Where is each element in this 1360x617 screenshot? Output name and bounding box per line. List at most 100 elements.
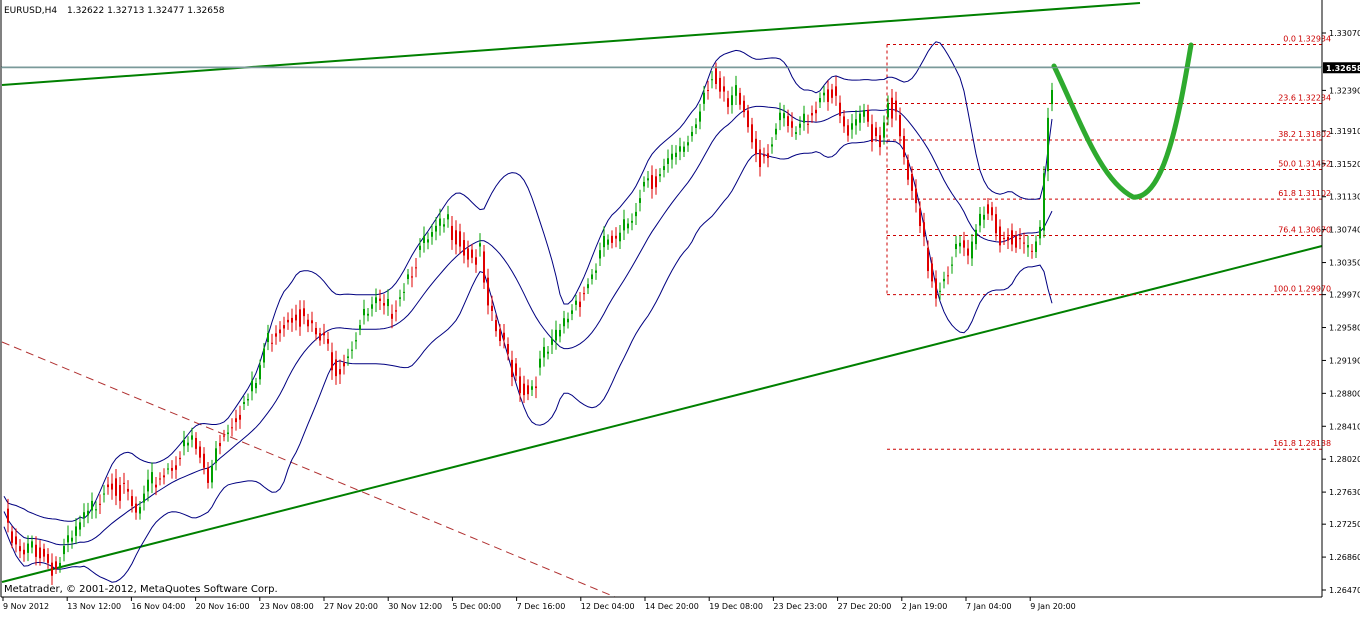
candle-body bbox=[215, 448, 217, 464]
candle-body bbox=[1051, 89, 1053, 105]
candle-body bbox=[95, 509, 97, 511]
candle-body bbox=[1035, 241, 1037, 253]
candle-body bbox=[1019, 238, 1021, 240]
fib-level-price: 1.28138 bbox=[1298, 439, 1331, 448]
candle-body bbox=[899, 115, 901, 137]
candle-body bbox=[719, 77, 721, 92]
x-tick-label: 14 Dec 20:00 bbox=[645, 602, 699, 611]
candle-body bbox=[455, 230, 457, 245]
candle-body bbox=[459, 231, 461, 247]
candle-body bbox=[195, 437, 197, 449]
candle-body bbox=[119, 485, 121, 501]
candle-body bbox=[971, 241, 973, 259]
candle-body bbox=[1039, 226, 1041, 239]
candle-body bbox=[491, 305, 493, 312]
candle-body bbox=[919, 208, 921, 226]
candle-body bbox=[843, 116, 845, 127]
bollinger-bands bbox=[3, 41, 1053, 583]
candle-body bbox=[847, 125, 849, 136]
candle-body bbox=[303, 308, 305, 317]
fib-level-percent: 61.8 bbox=[1278, 189, 1296, 198]
candle-body bbox=[315, 327, 317, 335]
candle-body bbox=[615, 235, 617, 239]
candle-body bbox=[359, 325, 361, 330]
bollinger-middle-band bbox=[3, 105, 1053, 546]
candle-body bbox=[555, 329, 557, 341]
candle-body bbox=[879, 135, 881, 148]
candle-body bbox=[31, 541, 33, 548]
candle-body bbox=[403, 291, 405, 293]
candle-body bbox=[755, 138, 757, 155]
candle-body bbox=[887, 103, 889, 118]
candle-body bbox=[643, 181, 645, 187]
x-tick-label: 12 Dec 04:00 bbox=[581, 602, 635, 611]
y-tick-label: 1.30740 bbox=[1329, 226, 1360, 235]
candle-body bbox=[247, 399, 249, 401]
candle-body bbox=[271, 342, 273, 344]
y-tick-label: 1.33070 bbox=[1329, 29, 1360, 38]
candle-body bbox=[139, 507, 141, 514]
candle-body bbox=[587, 284, 589, 289]
y-tick-label: 1.31910 bbox=[1329, 127, 1360, 136]
copyright-text: Metatrader, © 2001-2012, MetaQuotes Soft… bbox=[4, 584, 278, 595]
candle-body bbox=[699, 111, 701, 122]
candle-body bbox=[975, 229, 977, 245]
y-tick-label: 1.31130 bbox=[1329, 193, 1360, 202]
candle-body bbox=[439, 218, 441, 226]
candle-body bbox=[595, 270, 597, 273]
candle-body bbox=[339, 369, 341, 375]
candle-body bbox=[915, 188, 917, 204]
candle-body bbox=[907, 159, 909, 180]
candle-body bbox=[891, 97, 893, 119]
candle-body bbox=[219, 442, 221, 447]
candle-body bbox=[883, 122, 885, 138]
candle-body bbox=[51, 562, 53, 576]
candle-body bbox=[183, 440, 185, 447]
candle-body bbox=[983, 214, 985, 220]
x-tick-label: 30 Nov 12:00 bbox=[388, 602, 442, 611]
candle-body bbox=[211, 465, 213, 483]
candle-body bbox=[583, 293, 585, 295]
candle-body bbox=[327, 338, 329, 344]
y-tick-label: 1.32390 bbox=[1329, 86, 1360, 95]
candle-body bbox=[255, 383, 257, 389]
candle-body bbox=[567, 318, 569, 323]
candle-body bbox=[363, 308, 365, 316]
x-tick-label: 16 Nov 04:00 bbox=[131, 602, 185, 611]
y-tick-label: 1.30350 bbox=[1329, 259, 1360, 268]
candle-body bbox=[63, 546, 65, 555]
candle-body bbox=[1031, 250, 1033, 252]
candle-body bbox=[579, 301, 581, 308]
candle-body bbox=[423, 236, 425, 244]
projected-price-path bbox=[1051, 42, 1194, 200]
x-tick-label: 2 Jan 19:00 bbox=[902, 602, 948, 611]
candle-body bbox=[155, 484, 157, 488]
candle-body bbox=[187, 442, 189, 446]
candle-body bbox=[487, 277, 489, 306]
ohlc-label: 1.32622 1.32713 1.32477 1.32658 bbox=[67, 6, 225, 16]
candle-body bbox=[431, 232, 433, 237]
candle-body bbox=[795, 132, 797, 135]
y-tick-label: 1.28020 bbox=[1329, 455, 1360, 464]
candles bbox=[7, 62, 1053, 585]
candle-body bbox=[207, 467, 209, 483]
candle-body bbox=[751, 124, 753, 143]
candle-body bbox=[131, 496, 133, 506]
upper-channel-trendline bbox=[1, 2, 1141, 86]
candle-body bbox=[823, 92, 825, 96]
candle-body bbox=[171, 467, 173, 471]
candle-body bbox=[79, 522, 81, 530]
candle-body bbox=[911, 173, 913, 191]
candle-body bbox=[507, 344, 509, 354]
candle-body bbox=[547, 351, 549, 354]
candle-body bbox=[951, 264, 953, 266]
candle-body bbox=[159, 478, 161, 480]
candle-body bbox=[231, 427, 233, 429]
candle-body bbox=[175, 465, 177, 470]
fib-level-price: 1.31452 bbox=[1298, 160, 1331, 169]
fib-level-price: 1.32934 bbox=[1298, 34, 1331, 43]
candle-body bbox=[511, 359, 513, 378]
